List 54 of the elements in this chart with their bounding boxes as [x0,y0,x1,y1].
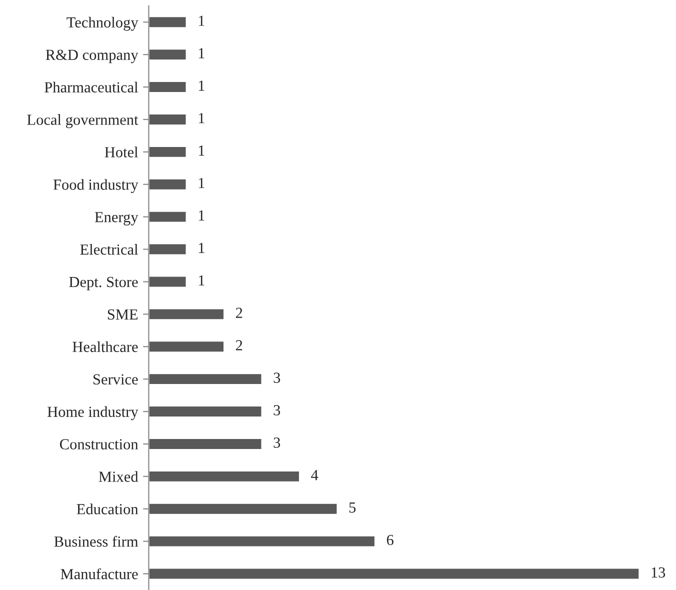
bar [148,275,188,288]
data-label: 4 [311,470,318,480]
y-tick-label: Hotel [104,146,138,158]
bar [148,534,376,548]
y-tick-label: Pharmaceutical [44,82,138,92]
y-tick-label: Dept. Store [69,276,138,290]
data-label: 6 [386,534,394,546]
bar [148,567,640,580]
data-label: 1 [198,113,204,124]
bar [148,340,225,353]
data-label: 1 [198,48,204,58]
data-label: 1 [198,210,204,220]
bar [148,80,188,94]
y-tick-label: Construction [60,439,138,450]
y-tick-label: R&D company [46,50,138,64]
y-tick-label: SME [108,309,138,320]
data-label: 2 [236,340,242,350]
y-tick-label: Mixed [98,471,138,482]
y-tick-label: Business firm [54,536,138,547]
bar [148,470,300,483]
bar [148,438,263,450]
y-tick-label: Service [94,374,138,385]
y-tick-label: Healthcare [72,341,138,352]
bar [148,372,263,386]
y-tick-label: Education [76,504,138,514]
bar [148,502,338,516]
data-label: 3 [274,372,280,383]
bar [148,113,188,126]
bar [148,308,225,321]
bar [148,16,188,28]
bar [148,146,188,158]
bar [148,242,188,256]
data-label: 5 [349,502,356,513]
data-label: 2 [236,308,242,318]
bar [148,405,263,418]
data-label: 1 [198,146,204,156]
bar [148,48,188,61]
y-tick-label: Energy [94,212,138,226]
data-label: 13 [652,567,666,578]
y-tick-label: Local government [27,114,138,128]
y-tick-label: Food industry [53,179,138,193]
data-label: 1 [198,16,204,26]
y-tick-label: Manufacture [60,568,138,580]
data-label: 1 [198,275,204,286]
data-label: 1 [198,80,204,91]
y-tick-label: Electrical [80,244,138,255]
data-label: 1 [198,178,204,188]
data-label: 3 [274,438,280,448]
y-tick-label: Technology [66,16,138,31]
data-label: 1 [198,242,204,253]
bar [148,210,188,224]
data-label: 3 [274,405,280,416]
y-tick-label: Home industry [48,406,138,420]
bar [148,178,188,191]
